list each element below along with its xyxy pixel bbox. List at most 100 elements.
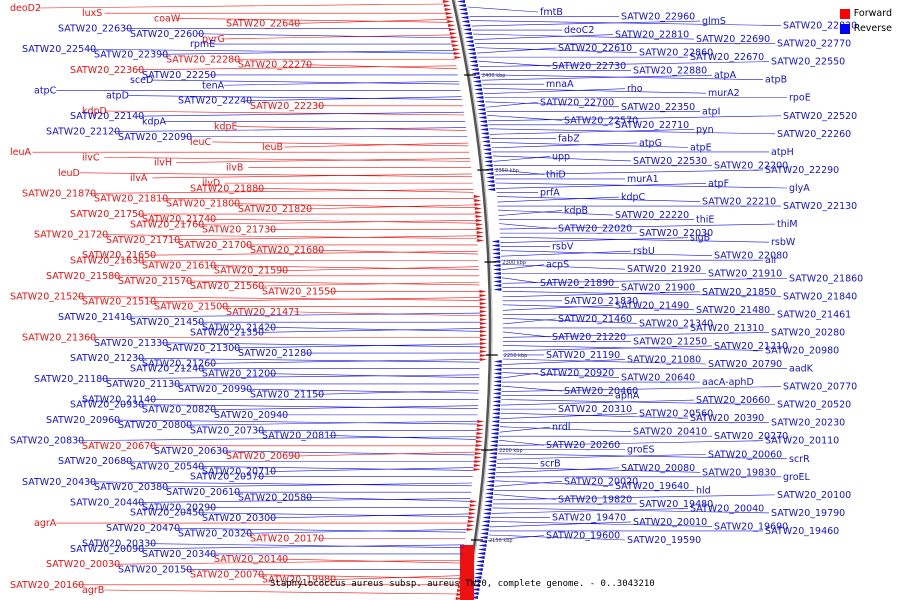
reverse-gene-mark [464,36,473,39]
gene-label-left: SATW20_21720 [34,230,108,241]
gene-label-right: SATW20_20280 [771,327,845,338]
gene-label-right: SATW20_19640 [615,481,689,492]
gene-label-left: ilvD [202,178,220,189]
gene-label-left: SATW20_20540 [130,461,204,472]
gene-label-left: SATW20_21650 [82,250,156,261]
leader-line [492,155,632,162]
leader-line [224,34,451,40]
gene-label-right: SATW20_20520 [777,400,851,411]
legend-label-forward: Forward [853,8,892,19]
reverse-gene-mark [492,396,501,399]
forward-gene-mark [476,235,484,238]
reverse-gene-mark [459,12,468,15]
forward-gene-mark [476,424,484,427]
forward-gene-mark [474,460,482,463]
forward-gene-mark [469,508,477,511]
forward-gene-mark [456,593,464,596]
leader-line [502,345,713,352]
leader-line [197,512,469,518]
leader-line [101,374,480,380]
gene-label-left: SATW20_21260 [142,358,216,369]
gene-label-right: thiM [777,219,798,230]
reverse-gene-mark [470,68,479,71]
reverse-gene-mark [474,568,483,571]
gene-label-right: hld [696,485,711,496]
gene-label-left: SATW20_21500 [154,302,228,313]
leader-line [502,318,557,325]
leader-line [502,318,638,324]
forward-gene-mark [473,468,481,471]
leader-line [113,127,467,132]
reverse-gene-mark [490,428,499,431]
forward-gene-mark [447,20,455,23]
gene-label-left: SATW20_20150 [118,564,192,575]
reverse-gene-mark [490,424,499,427]
gene-label-left: SATW20_22090 [118,132,192,143]
gene-label-left: SATW20_21130 [106,379,180,390]
gene-label-left: SATW20_21140 [82,394,156,405]
gene-label-right: SATW20_20790 [708,359,782,370]
forward-gene-mark [479,298,487,301]
gene-label-left: SATW20_21870 [22,188,96,199]
forward-gene-mark [479,318,487,321]
gene-label-right: SATW20_19460 [765,526,839,537]
gene-label-right: SATW20_21250 [633,336,707,347]
leader-line [475,47,638,53]
gene-label-right: SATW20_20080 [621,463,695,474]
gene-label-left: SATW20_22360 [70,65,144,76]
leader-line [149,297,480,302]
forward-gene-mark [477,420,485,423]
reverse-gene-mark [481,520,490,523]
leader-line [501,250,632,257]
gene-label-left: SATW20_20820 [142,405,216,416]
gene-label-right: deoC2 [564,25,594,36]
reverse-gene-mark [492,400,501,403]
gene-label-left: SATW20_21710 [106,235,180,246]
gene-label-left: SATW20_20450 [130,508,204,519]
gene-label-right: SATW20_22530 [633,156,707,167]
leader-line [488,534,626,541]
leader-line [497,453,707,460]
gene-label-left: SATW20_20320 [178,528,252,539]
forward-gene-mark [448,24,456,27]
gene-label-left: kdpE [214,121,238,132]
leader-line [502,277,539,284]
leader-line [473,33,695,40]
forward-gene-mark [475,219,483,222]
leader-line [476,47,557,54]
gene-label-left: SATW20_20330 [82,539,156,550]
forward-gene-mark [476,436,484,439]
gene-label-left: SATW20_20570 [190,472,264,483]
gene-label-left: SATW20_20930 [70,400,144,411]
leader-line [125,312,480,318]
leader-line [149,250,478,256]
gene-label-left: SATW20_20030 [46,559,120,570]
gene-label-right: SATW20_20560 [639,409,713,420]
gene-label-right: atpB [765,75,787,86]
reverse-gene-mark [481,524,490,527]
gene-label-left: kdpA [142,116,167,127]
reverse-gene-mark [458,8,467,11]
forward-gene-mark [479,290,487,293]
tick-label: 2200 kbp [499,448,523,454]
forward-gene-mark [480,330,487,333]
reverse-gene-mark [480,128,489,131]
backbone-arc [451,0,492,600]
leader-line [257,574,460,579]
forward-gene-mark [476,428,484,431]
reverse-gene-mark [462,28,471,31]
reverse-gene-mark [491,412,500,415]
reverse-gene-mark [489,440,498,443]
gene-label-left: leuB [262,142,283,153]
reverse-gene-mark [491,416,500,419]
gene-label-left: SATW20_22250 [142,70,216,81]
gene-label-right: groEL [783,472,811,483]
reverse-gene-mark [487,464,496,467]
reverse-gene-mark [474,92,483,95]
leader-line [496,183,707,189]
gene-label-right: SATW20_20010 [633,517,707,528]
gene-label-left: SATW20_21740 [142,214,216,225]
forward-gene-mark [477,239,485,242]
gene-label-left: SATW20_19980 [262,575,336,586]
reverse-gene-mark [484,496,493,499]
